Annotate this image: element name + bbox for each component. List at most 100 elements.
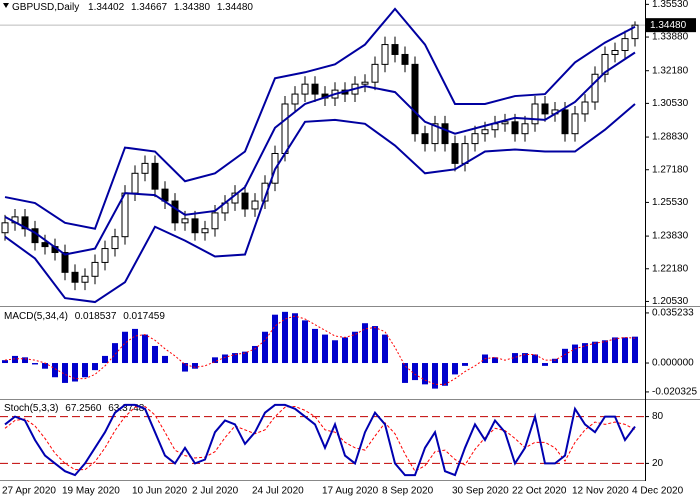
macd-bar [632,336,638,364]
header-icon [3,3,9,8]
candle-body [531,103,539,125]
x-tick-label: 19 May 2020 [62,486,120,497]
bollinger-upper [4,7,636,230]
candle-body [601,53,609,75]
macd-bar [102,355,108,364]
candle-body [71,271,79,283]
macd-bar [422,363,428,385]
candle-body [191,218,199,234]
macd-bar [432,363,438,389]
macd-bar [362,323,368,364]
stoch-main-value: 67.2560 [65,403,102,414]
macd-bar [322,334,328,364]
candle-body [211,212,219,230]
candle-body [461,143,469,164]
x-tick-label: 12 Nov 2020 [572,486,629,497]
x-tick-label: 4 Dec 2020 [632,486,684,497]
candle-body [501,121,509,125]
candle-body [541,103,549,115]
candle-body [121,192,129,238]
macd-bar [32,363,38,365]
macd-bar [192,363,198,369]
candle-body [91,261,99,277]
macd-bar [162,355,168,364]
macd-bar [342,337,348,364]
macd-bar [42,363,48,369]
stoch-signal-value: 63.3748 [108,403,145,414]
ohlc-low: 1.34380 [174,2,211,13]
macd-bar [222,354,228,364]
candle-body [371,63,379,83]
y-tick-label: 1.35530 [652,0,689,10]
macd-bar [622,337,628,364]
candle-body [431,123,439,145]
macd-bar [492,357,498,364]
candle-body [111,236,119,250]
macd-bar [92,363,98,371]
macd-main-value: 0.018537 [75,311,117,322]
macd-bar [572,344,578,364]
macd-bar [262,331,268,364]
candle-body [441,123,449,145]
macd-bar [602,340,608,364]
macd-bar [72,363,78,382]
stoch-signal [4,405,636,472]
candle-body [361,81,369,85]
macd-bar [152,345,158,364]
macd-bar [252,345,258,364]
candle-body [141,162,149,174]
x-tick-label: 24 Jul 2020 [252,486,304,497]
x-tick-label: 27 Apr 2020 [2,486,56,497]
macd-bar [22,357,28,364]
macd-bar [402,363,408,383]
candle-body [631,24,639,40]
macd-signal [4,315,636,385]
candle-body [381,44,389,65]
macd-bar [562,348,568,364]
macd-bar [352,331,358,364]
macd-bar [82,363,88,378]
macd-bar [62,363,68,383]
y-tick-label: 1.25530 [652,197,689,208]
macd-bar [272,314,278,364]
y-tick-label: 1.23830 [652,231,689,242]
main-header: GBPUSD,Daily 1.34402 1.34667 1.34380 1.3… [12,2,253,13]
macd-bar [512,353,518,364]
x-tick-label: 30 Sep 2020 [452,486,509,497]
candle-body [471,133,479,145]
stoch-main [4,403,636,477]
macd-bar [442,363,448,386]
macd-bar [132,328,138,364]
candle-body [511,121,519,135]
macd-bar [312,328,318,364]
candle-body [21,216,29,230]
last-price-label: 1.34480 [650,20,687,31]
candle-body [181,218,189,224]
candle-body [561,109,569,135]
y-tick-label: 1.28830 [652,132,689,143]
candle-body [581,101,589,115]
macd-bar [372,326,378,364]
macd-bar [122,331,128,364]
candle-body [481,129,489,135]
candle-body [451,143,459,164]
candle-body [311,83,319,95]
macd-bar [382,334,388,364]
macd-title: MACD(5,34,4) [4,311,68,322]
y-tick-label: 1.32180 [652,65,689,76]
candle-body [131,172,139,194]
x-tick-label: 2 Jul 2020 [192,486,239,497]
macd-bar [52,363,58,378]
candle-body [421,133,429,145]
macd-bar [542,363,548,366]
macd-signal-value: 0.017459 [123,311,165,322]
macd-bar [242,351,248,364]
candle-body [171,200,179,224]
candle-body [301,83,309,95]
candle-body [41,242,49,248]
candle-body [411,63,419,135]
candle-body [1,222,9,234]
macd-bar [292,313,298,364]
macd-bar [232,353,238,364]
bollinger-lower [4,103,636,304]
